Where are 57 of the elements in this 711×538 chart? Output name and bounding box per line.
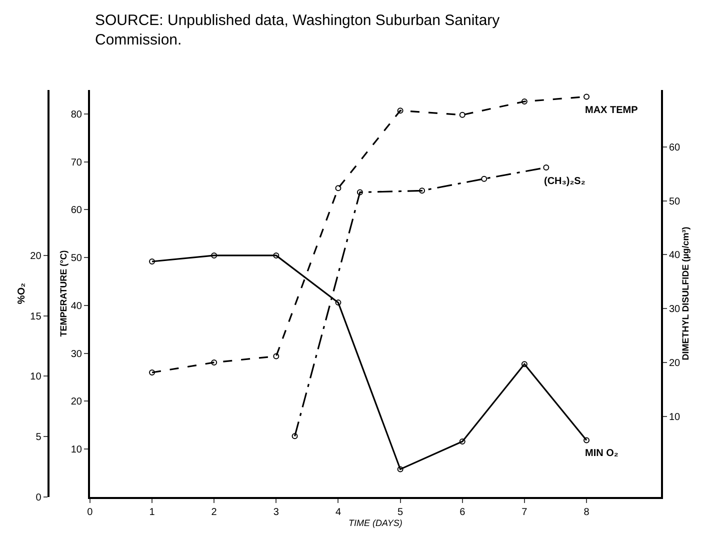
series-label: MAX TEMP: [585, 105, 638, 116]
y-tick-label: 30: [70, 348, 82, 360]
y-tick-label: 50: [70, 253, 82, 264]
point: [335, 300, 342, 306]
y-tick-label: 60: [70, 205, 82, 216]
point: [397, 108, 404, 114]
x-tick-label: 5: [398, 507, 404, 518]
x-tick-label: 2: [211, 507, 218, 518]
y-axis-title: TEMPERATURE (°C): [58, 250, 69, 337]
y2-tick-label: 10: [30, 372, 42, 383]
point: [356, 189, 363, 196]
point: [459, 438, 466, 444]
y2-axis-title: %O₂: [16, 282, 28, 304]
point: [481, 176, 488, 182]
y3-axis-title: DIMETHYL DISULFIDE (µg/cm³): [680, 226, 691, 360]
y-tick-label: 70: [70, 157, 82, 168]
source-note: SOURCE: Unpublished data, Washington Suburban Sanitary Commission.: [95, 12, 500, 48]
y3-tick-label: 30: [669, 304, 681, 316]
y2-tick-label: 20: [30, 250, 42, 262]
point: [584, 437, 590, 444]
x-axis-title: TIME (DAYS): [348, 518, 402, 528]
x-tick-label: 6: [460, 507, 466, 518]
point: [335, 185, 342, 192]
x-tick-label: 0: [87, 507, 94, 518]
point: [543, 164, 550, 171]
series-label: (CH₃)₂S₂: [544, 176, 586, 187]
y3-tick-label: 60: [669, 142, 681, 154]
point: [584, 94, 590, 100]
point: [397, 466, 404, 472]
y2-tick-label: 15: [30, 311, 42, 322]
point: [211, 252, 218, 258]
point: [292, 433, 298, 440]
point: [459, 112, 466, 118]
y-tick-label: 40: [70, 300, 82, 312]
y2-tick-label: 5: [36, 432, 42, 444]
x-tick-label: 8: [584, 507, 590, 518]
point: [521, 361, 528, 368]
y-tick-label: 10: [70, 444, 82, 456]
x-tick-label: 1: [149, 507, 156, 518]
point: [149, 370, 156, 376]
point: [419, 188, 426, 194]
point: [273, 353, 280, 360]
point: [521, 98, 528, 104]
point: [273, 252, 280, 258]
x-tick-label: 7: [522, 507, 528, 518]
point: [211, 359, 218, 366]
point: [149, 258, 156, 264]
y2-tick-label: 0: [36, 492, 42, 504]
x-tick-label: 4: [335, 507, 342, 518]
y-tick-label: 20: [70, 396, 82, 408]
y3-tick-label: 50: [669, 196, 681, 208]
y3-tick-label: 20: [669, 358, 681, 369]
y3-tick-label: 40: [669, 250, 681, 262]
y3-tick-label: 10: [669, 412, 681, 423]
series-label: MIN O₂: [585, 448, 618, 459]
x-tick-label: 3: [273, 507, 280, 518]
y-tick-label: 80: [70, 109, 82, 120]
